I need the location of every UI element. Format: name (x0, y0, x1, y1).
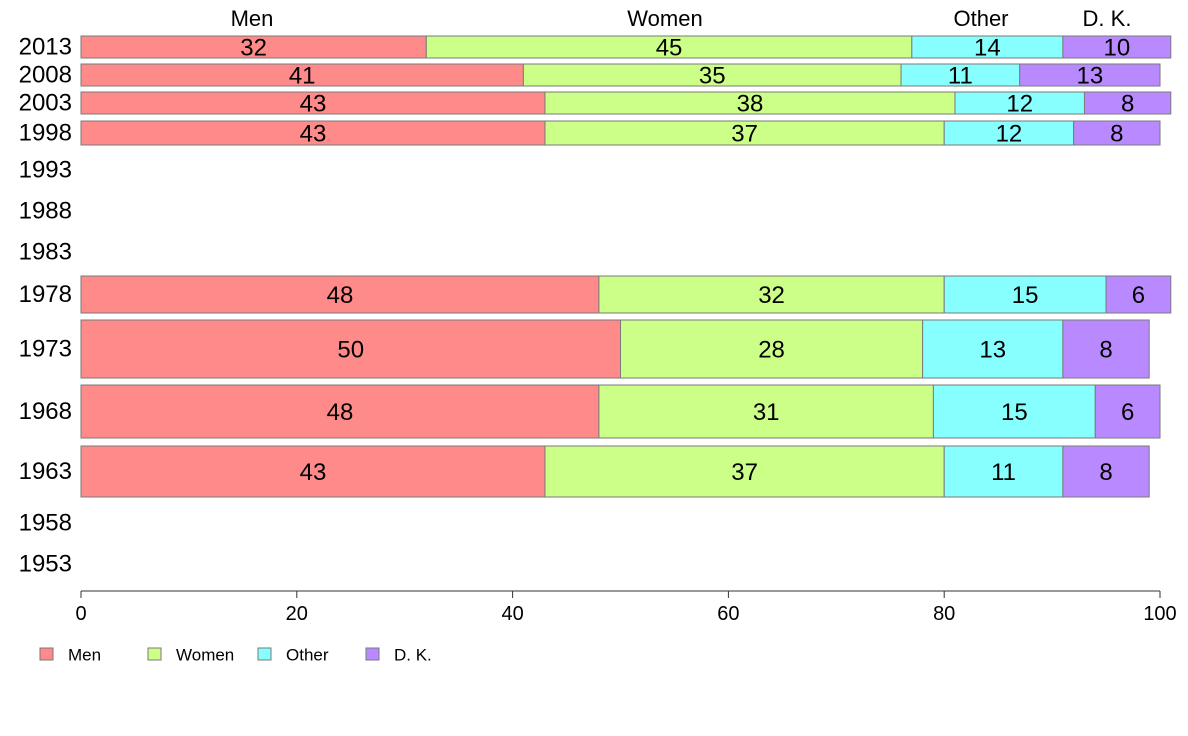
data-label-1963-d-k: 8 (1099, 459, 1112, 486)
data-label-2013-women: 45 (656, 35, 683, 62)
data-label-1963-men: 43 (300, 459, 327, 486)
data-label-1998-women: 37 (731, 121, 758, 148)
data-label-2008-d-k: 13 (1077, 63, 1104, 90)
data-label-2008-men: 41 (289, 63, 316, 90)
data-label-1968-d-k: 6 (1121, 399, 1134, 426)
top-label-women: Women (627, 6, 702, 31)
bars-group: 32 45 14 10 41 35 11 13 43 38 12 8 43 37 12 8 48 32 15 6 50 2… (80, 35, 1172, 498)
data-label-2013-d-k: 10 (1103, 35, 1130, 62)
data-label-2003-d-k: 8 (1121, 91, 1134, 118)
legend-label-women: Women (176, 646, 234, 665)
bar-1978-d-k (1105, 275, 1172, 314)
bar-1998-d-k (1073, 120, 1161, 146)
data-label-2008-other: 11 (948, 63, 973, 90)
data-label-1978-men: 48 (327, 282, 354, 309)
x-tick-label-60: 60 (717, 603, 739, 625)
data-label-1963-women: 37 (731, 459, 758, 486)
data-label-1998-men: 43 (300, 121, 327, 148)
year-label-1978: 1978 (19, 281, 72, 308)
year-label-1958: 1958 (19, 510, 72, 537)
year-label-1968: 1968 (19, 398, 72, 425)
top-series-labels: Men Women Other D. K. (231, 6, 1132, 31)
data-label-2003-women: 38 (737, 91, 764, 118)
legend-label-d-k: D. K. (394, 646, 432, 665)
legend-label-men: Men (68, 646, 101, 665)
top-label-men: Men (231, 6, 274, 31)
bar-1978-men (80, 275, 600, 314)
bar-1978-women (598, 275, 945, 314)
bar-2008-d-k (1019, 63, 1161, 87)
data-label-1968-women: 31 (753, 399, 780, 426)
data-label-1973-other: 13 (979, 337, 1006, 364)
bar-1968-men (80, 384, 600, 439)
data-label-1978-other: 15 (1012, 282, 1039, 309)
bar-1973-men (80, 319, 621, 379)
bar-1968-women (598, 384, 934, 439)
bar-1968-other (932, 384, 1096, 439)
bar-1973-d-k (1062, 319, 1150, 379)
data-label-1973-d-k: 8 (1099, 337, 1112, 364)
legend-swatch-men (39, 647, 54, 661)
data-label-2013-men: 32 (240, 35, 267, 62)
year-label-1973: 1973 (19, 336, 72, 363)
year-label-2003: 2003 (19, 90, 72, 117)
legend-swatch-women (147, 647, 162, 661)
bar-1998-women (544, 120, 945, 146)
x-tick-label-40: 40 (501, 603, 523, 625)
x-axis: 0 20 40 60 80 100 (75, 590, 1177, 625)
bar-2013-d-k (1062, 35, 1172, 59)
x-tick-label-100: 100 (1143, 603, 1176, 625)
year-label-1988: 1988 (19, 198, 72, 225)
top-label-d-k: D. K. (1083, 6, 1132, 31)
bar-1963-other (943, 445, 1064, 498)
data-label-1968-men: 48 (327, 399, 354, 426)
bar-1963-women (544, 445, 945, 498)
year-label-1998: 1998 (19, 120, 72, 147)
data-label-2003-other: 12 (1006, 91, 1033, 118)
legend-swatch-d-k (365, 647, 380, 661)
data-label-1963-other: 11 (991, 459, 1016, 486)
bar-1973-women (620, 319, 924, 379)
data-label-2003-men: 43 (300, 91, 327, 118)
year-label-2013: 2013 (19, 34, 72, 61)
legend-label-other: Other (286, 646, 329, 665)
legend-swatch-other (257, 647, 272, 661)
x-tick-label-20: 20 (286, 603, 308, 625)
bar-1963-men (80, 445, 546, 498)
year-label-2008: 2008 (19, 62, 72, 89)
year-label-1993: 1993 (19, 157, 72, 184)
legend: Men Women Other D. K. (39, 646, 432, 665)
data-label-2008-women: 35 (699, 63, 726, 90)
year-label-1963: 1963 (19, 458, 72, 485)
year-label-1983: 1983 (19, 239, 72, 266)
data-label-1998-other: 12 (996, 121, 1023, 148)
data-label-1968-other: 15 (1001, 399, 1028, 426)
x-tick-label-80: 80 (933, 603, 955, 625)
bar-1968-d-k (1094, 384, 1161, 439)
bar-2003-d-k (1083, 91, 1172, 115)
data-label-1978-d-k: 6 (1132, 282, 1145, 309)
bar-1963-d-k (1062, 445, 1150, 498)
year-label-1953: 1953 (19, 551, 72, 578)
x-tick-label-0: 0 (75, 603, 86, 625)
data-label-1973-men: 50 (337, 337, 364, 364)
data-label-1998-d-k: 8 (1110, 121, 1123, 148)
data-label-1973-women: 28 (758, 337, 785, 364)
bar-1998-men (80, 120, 546, 146)
bar-1978-other (943, 275, 1107, 314)
bar-1998-other (943, 120, 1075, 146)
bar-1973-other (922, 319, 1064, 379)
data-label-1978-women: 32 (758, 282, 785, 309)
data-label-2013-other: 14 (974, 35, 1001, 62)
top-label-other: Other (953, 6, 1008, 31)
